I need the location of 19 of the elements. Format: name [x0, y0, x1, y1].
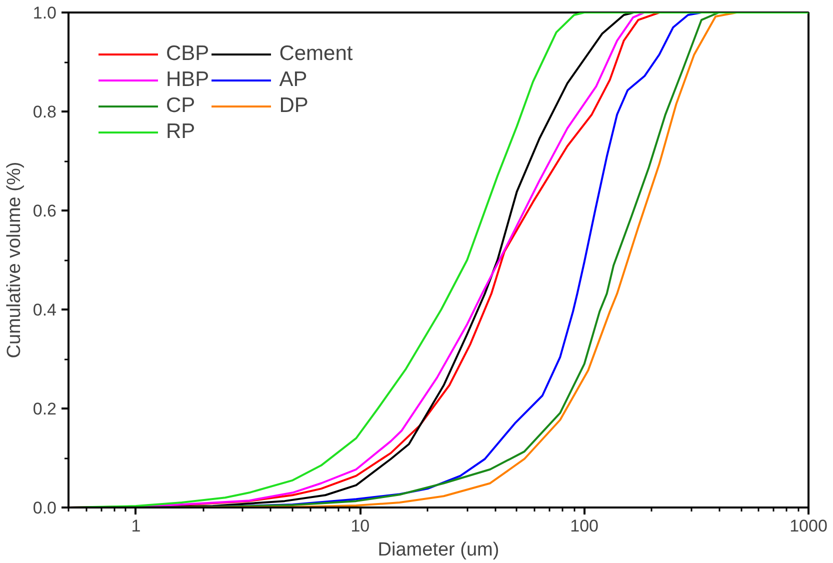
y-tick-label: 0.8	[32, 102, 57, 122]
legend-label: CP	[166, 94, 196, 118]
legend-label: AP	[279, 68, 308, 92]
x-tick-label: 10	[350, 516, 370, 536]
x-tick-label: 1	[131, 516, 141, 536]
y-tick-label: 0.0	[32, 498, 57, 518]
y-axis-title: Cumulative volume (%)	[4, 162, 25, 358]
legend-label: DP	[279, 94, 308, 118]
legend-label: HBP	[166, 68, 210, 92]
x-tick-label: 1000	[790, 516, 828, 536]
x-axis-title: Diameter (um)	[378, 540, 500, 560]
y-tick-label: 1.0	[32, 4, 57, 22]
legend-label: RP	[166, 120, 196, 144]
y-tick-label: 0.4	[32, 300, 57, 320]
legend-label: CBP	[166, 42, 210, 66]
y-tick-label: 0.2	[32, 400, 57, 418]
y-tick-label: 0.6	[32, 202, 57, 220]
legend-label: Cement	[279, 42, 353, 66]
x-tick-label: 100	[570, 516, 599, 536]
